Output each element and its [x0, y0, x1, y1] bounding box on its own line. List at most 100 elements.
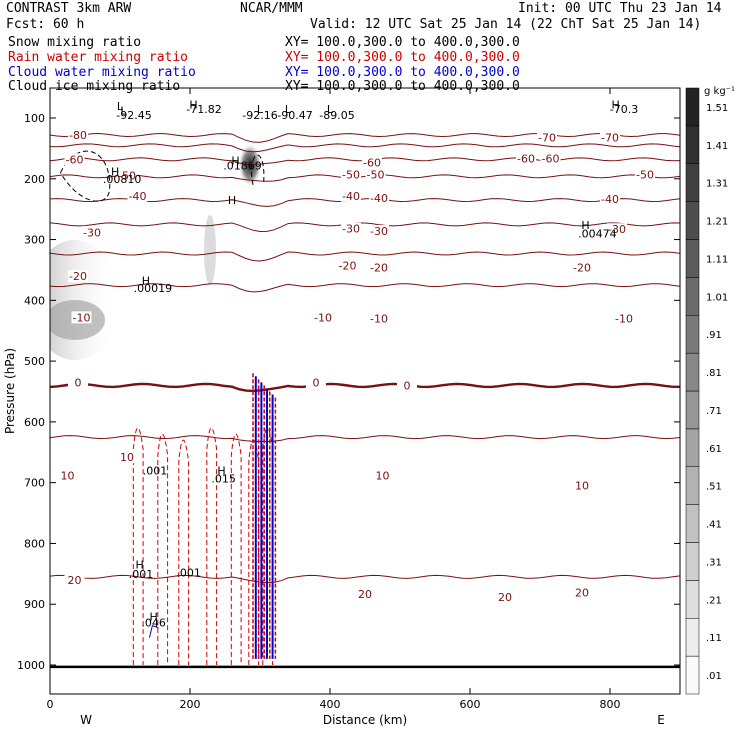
isotherm-label: 0	[404, 379, 411, 392]
colorbar-label: .71	[706, 406, 722, 417]
label-backdrop	[117, 169, 137, 182]
legend-rain: Rain water mixing ratio	[8, 50, 189, 65]
isotherm-label: -70	[538, 131, 556, 144]
isotherm--40	[50, 198, 680, 207]
colorbar-label: .81	[706, 368, 722, 379]
extremum-label: H	[111, 165, 119, 178]
legend-snow-xy: XY= 100.0,300.0 to 400.0,300.0	[285, 35, 520, 50]
rain-contour	[206, 427, 218, 665]
extremum-label: L	[285, 103, 292, 116]
label-backdrop	[68, 129, 88, 142]
precip-contours	[60, 150, 277, 665]
colorbar: .01 .11 .21 .31 .41 .51 .61 .71 .81 .91 1.01 1.11 1.…	[685, 86, 735, 695]
colorbar-swatch	[685, 239, 700, 278]
isotherm-label: -10	[370, 313, 388, 326]
snow-shade-max	[238, 143, 262, 187]
extremum-label: H	[189, 99, 197, 112]
label-backdrop	[572, 586, 592, 599]
x-tick-label: 0	[47, 698, 54, 711]
extremum-label: H	[135, 559, 143, 572]
init-time: Init: 00 UTC Thu 23 Jan 14	[518, 1, 722, 16]
extremum-label: .015	[211, 472, 236, 485]
colorbar-label: .91	[706, 330, 722, 341]
label-backdrop	[369, 261, 389, 274]
extremum-label: .001	[143, 465, 168, 478]
label-backdrop	[369, 312, 389, 325]
colorbar-swatch	[685, 315, 700, 354]
colorbar-label: 1.01	[706, 292, 728, 303]
extremum-label: -90.47	[277, 109, 312, 122]
isotherm--50	[50, 174, 680, 182]
colorbar-label: .31	[706, 557, 722, 568]
isotherm-label: 10	[575, 480, 589, 493]
org-label: NCAR/MMM	[240, 1, 303, 16]
forecast-hour: Fcst: 60 h	[6, 17, 85, 32]
isotherm-label: 10	[61, 469, 75, 482]
colorbar-label: 1.31	[706, 179, 728, 190]
legend-cloud-water: Cloud water mixing ratio	[8, 65, 196, 80]
colorbar-unit: g kg⁻¹	[704, 86, 735, 97]
y-tick-label: 900	[24, 598, 45, 611]
x-tick-label: 600	[460, 698, 481, 711]
extremum-label: .00474	[578, 227, 617, 240]
label-backdrop	[313, 311, 333, 324]
isotherm-0	[50, 382, 680, 393]
extremum-label: L	[257, 103, 264, 116]
legend-cloud-water-xy: XY= 100.0,300.0 to 400.0,300.0	[285, 65, 520, 80]
y-tick-label: 100	[24, 112, 45, 125]
label-backdrop	[397, 379, 417, 392]
isotherm-20	[50, 574, 680, 584]
extremum-label: -92.45	[116, 109, 151, 122]
label-backdrop	[337, 259, 358, 272]
extremum-label: H	[142, 274, 150, 287]
isotherm-label: -30	[608, 223, 626, 236]
extremum-label: H	[231, 155, 239, 168]
y-tick-label: 400	[24, 294, 45, 307]
isotherm--70	[50, 143, 680, 153]
colorbar-swatch	[685, 201, 700, 240]
y-tick-label: 700	[24, 477, 45, 490]
isotherm-label: 10	[120, 451, 134, 464]
isotherm-label: -30	[83, 226, 101, 239]
valid-time: Valid: 12 UTC Sat 25 Jan 14 (22 ChT Sat …	[310, 17, 702, 32]
label-backdrop	[600, 131, 620, 144]
extremum-label: H	[581, 219, 589, 232]
colorbar-swatch	[685, 125, 700, 164]
isotherm-label: -60	[517, 153, 535, 166]
isotherm-label: -30	[370, 225, 388, 238]
x-tick-label: 200	[180, 698, 201, 711]
colorbar-label: 1.41	[706, 141, 728, 152]
extremum-label: .00810	[103, 173, 142, 186]
isotherm-label: -20	[573, 262, 591, 275]
colorbar-label: .21	[706, 595, 722, 606]
extremum-label: H	[611, 99, 619, 112]
rain-contour	[132, 427, 144, 665]
label-backdrop	[341, 222, 361, 235]
plot-frame	[49, 87, 681, 695]
legend-rain-xy: XY= 100.0,300.0 to 400.0,300.0	[285, 50, 520, 65]
cloud-ice-contour	[251, 154, 265, 185]
label-backdrop	[369, 192, 389, 205]
extremum-label: .046	[141, 616, 166, 629]
label-backdrop	[572, 479, 592, 492]
colorbar-swatch	[685, 466, 700, 505]
isotherm--80	[50, 132, 680, 143]
isotherm-label: 20	[358, 588, 372, 601]
label-backdrop	[68, 376, 88, 389]
isotherm--20	[50, 251, 680, 262]
label-backdrop	[57, 469, 78, 482]
cloud-ice-contour	[60, 150, 111, 202]
colorbar-swatch	[685, 504, 700, 543]
isotherm-label: -40	[129, 190, 147, 203]
label-backdrop	[369, 225, 389, 238]
extremum-label: .001	[129, 568, 154, 581]
extremum-label: -70.3	[610, 103, 638, 116]
extremum-label: -92.16	[242, 109, 277, 122]
y-tick-label: 500	[24, 355, 45, 368]
isotherm-label: -50	[342, 169, 360, 182]
colorbar-swatch	[685, 542, 700, 581]
rain-contour	[178, 439, 190, 665]
rain-contour	[230, 433, 242, 665]
y-tick-label: 600	[24, 416, 45, 429]
